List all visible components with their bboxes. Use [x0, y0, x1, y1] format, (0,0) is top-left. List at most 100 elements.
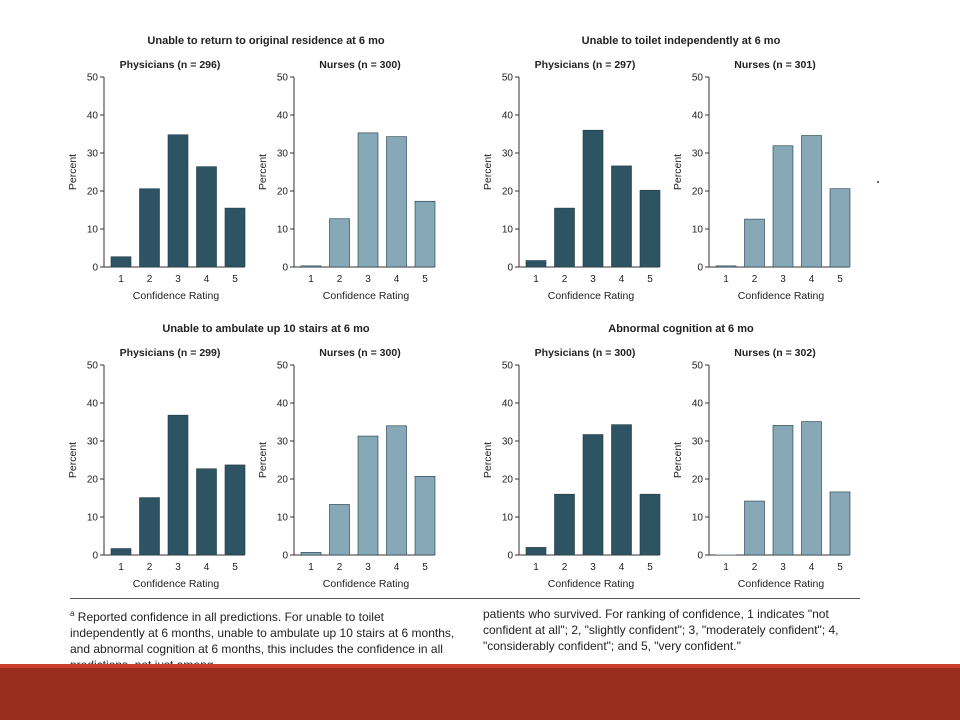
y-axis-title: Percent	[67, 154, 79, 190]
y-tick-label: 40	[87, 111, 99, 122]
x-tick-label: 4	[809, 274, 815, 285]
footnote-marker: a	[70, 609, 75, 618]
x-tick-label: 1	[723, 274, 729, 285]
bar-nurses-5	[414, 200, 436, 268]
bar-physicians-4	[611, 165, 632, 268]
x-tick-label: 2	[562, 274, 568, 285]
bar-physicians-2	[554, 207, 575, 268]
x-tick-label: 4	[204, 274, 210, 285]
bar-physicians-1	[110, 256, 132, 268]
y-tick-label: 30	[692, 437, 704, 448]
panel-title: Nurses (n = 300)	[319, 59, 400, 71]
y-tick-label: 40	[692, 399, 704, 410]
y-tick-label: 20	[692, 475, 704, 486]
bar-physicians-1	[525, 547, 547, 556]
x-tick-label: 2	[752, 562, 758, 573]
y-tick-label: 40	[502, 399, 514, 410]
x-tick-label: 4	[204, 562, 210, 573]
chart-title: Unable to toilet independently at 6 mo	[582, 35, 781, 47]
y-tick-label: 20	[87, 475, 99, 486]
bar-physicians-3	[167, 134, 189, 268]
x-tick-label: 2	[752, 274, 758, 285]
y-tick-label: 30	[502, 437, 514, 448]
x-axis-title: Confidence Rating	[323, 290, 410, 302]
footer-bar	[0, 664, 960, 720]
y-axis-title: Percent	[672, 442, 684, 478]
y-tick-label: 40	[692, 111, 704, 122]
x-axis-title: Confidence Rating	[548, 578, 635, 590]
bar-nurses-3	[772, 425, 794, 556]
x-tick-label: 1	[118, 562, 124, 573]
bar-physicians-4	[196, 468, 217, 556]
panel-title: Physicians (n = 300)	[535, 347, 636, 359]
y-tick-label: 0	[92, 263, 98, 274]
y-tick-label: 10	[87, 225, 99, 236]
x-tick-label: 2	[337, 274, 343, 285]
x-tick-label: 5	[837, 562, 843, 573]
footnote-right: patients who survived. For ranking of co…	[483, 607, 839, 653]
bar-physicians-3	[582, 129, 604, 268]
x-tick-label: 3	[175, 274, 181, 285]
y-tick-label: 0	[697, 263, 703, 274]
y-tick-label: 30	[277, 437, 289, 448]
x-tick-label: 1	[533, 274, 539, 285]
y-tick-label: 0	[282, 551, 288, 562]
bar-physicians-2	[139, 188, 160, 268]
y-tick-label: 20	[692, 187, 704, 198]
y-tick-label: 50	[502, 73, 514, 84]
x-axis-title: Confidence Rating	[133, 578, 220, 590]
x-tick-label: 2	[337, 562, 343, 573]
panel-title: Physicians (n = 299)	[120, 347, 221, 359]
panel-title: Physicians (n = 297)	[535, 59, 636, 71]
bar-nurses-2	[329, 504, 350, 556]
bar-physicians-2	[139, 497, 160, 556]
bar-nurses-2	[744, 500, 765, 556]
x-tick-label: 3	[365, 562, 371, 573]
x-tick-label: 2	[147, 562, 153, 573]
bar-nurses-1	[300, 265, 322, 268]
y-tick-label: 50	[692, 73, 704, 84]
bar-nurses-1	[715, 265, 737, 268]
x-tick-label: 4	[619, 562, 625, 573]
x-tick-label: 4	[394, 562, 400, 573]
y-tick-label: 10	[692, 225, 704, 236]
panel-title: Nurses (n = 301)	[734, 59, 815, 71]
stray-dot	[877, 181, 879, 183]
bar-nurses-5	[829, 491, 851, 556]
x-axis-title: Confidence Rating	[738, 578, 825, 590]
x-axis-title: Confidence Rating	[133, 290, 220, 302]
y-tick-label: 10	[277, 225, 289, 236]
y-tick-label: 50	[87, 361, 99, 372]
bar-nurses-4	[386, 136, 407, 268]
y-tick-label: 20	[277, 475, 289, 486]
y-tick-label: 30	[692, 149, 704, 160]
x-tick-label: 2	[147, 274, 153, 285]
y-tick-label: 20	[502, 187, 514, 198]
y-tick-label: 40	[277, 111, 289, 122]
bar-physicians-2	[554, 493, 575, 556]
bar-physicians-4	[611, 424, 632, 556]
x-tick-label: 3	[365, 274, 371, 285]
y-tick-label: 10	[502, 513, 514, 524]
y-tick-label: 30	[277, 149, 289, 160]
x-axis-title: Confidence Rating	[738, 290, 825, 302]
y-tick-label: 10	[277, 513, 289, 524]
x-tick-label: 3	[175, 562, 181, 573]
x-tick-label: 1	[308, 562, 314, 573]
bar-nurses-5	[414, 476, 436, 556]
bar-nurses-4	[801, 421, 822, 556]
bar-nurses-2	[329, 218, 350, 268]
bar-physicians-3	[582, 434, 604, 556]
footer-stripe	[0, 664, 960, 668]
y-tick-label: 50	[277, 73, 289, 84]
bar-nurses-4	[801, 135, 822, 268]
y-tick-label: 0	[697, 551, 703, 562]
chart-title: Abnormal cognition at 6 mo	[608, 323, 754, 335]
y-tick-label: 0	[507, 551, 513, 562]
x-tick-label: 5	[232, 562, 238, 573]
bar-nurses-1	[716, 554, 736, 555]
bar-physicians-3	[167, 414, 189, 556]
x-tick-label: 5	[647, 562, 653, 573]
y-tick-label: 20	[277, 187, 289, 198]
